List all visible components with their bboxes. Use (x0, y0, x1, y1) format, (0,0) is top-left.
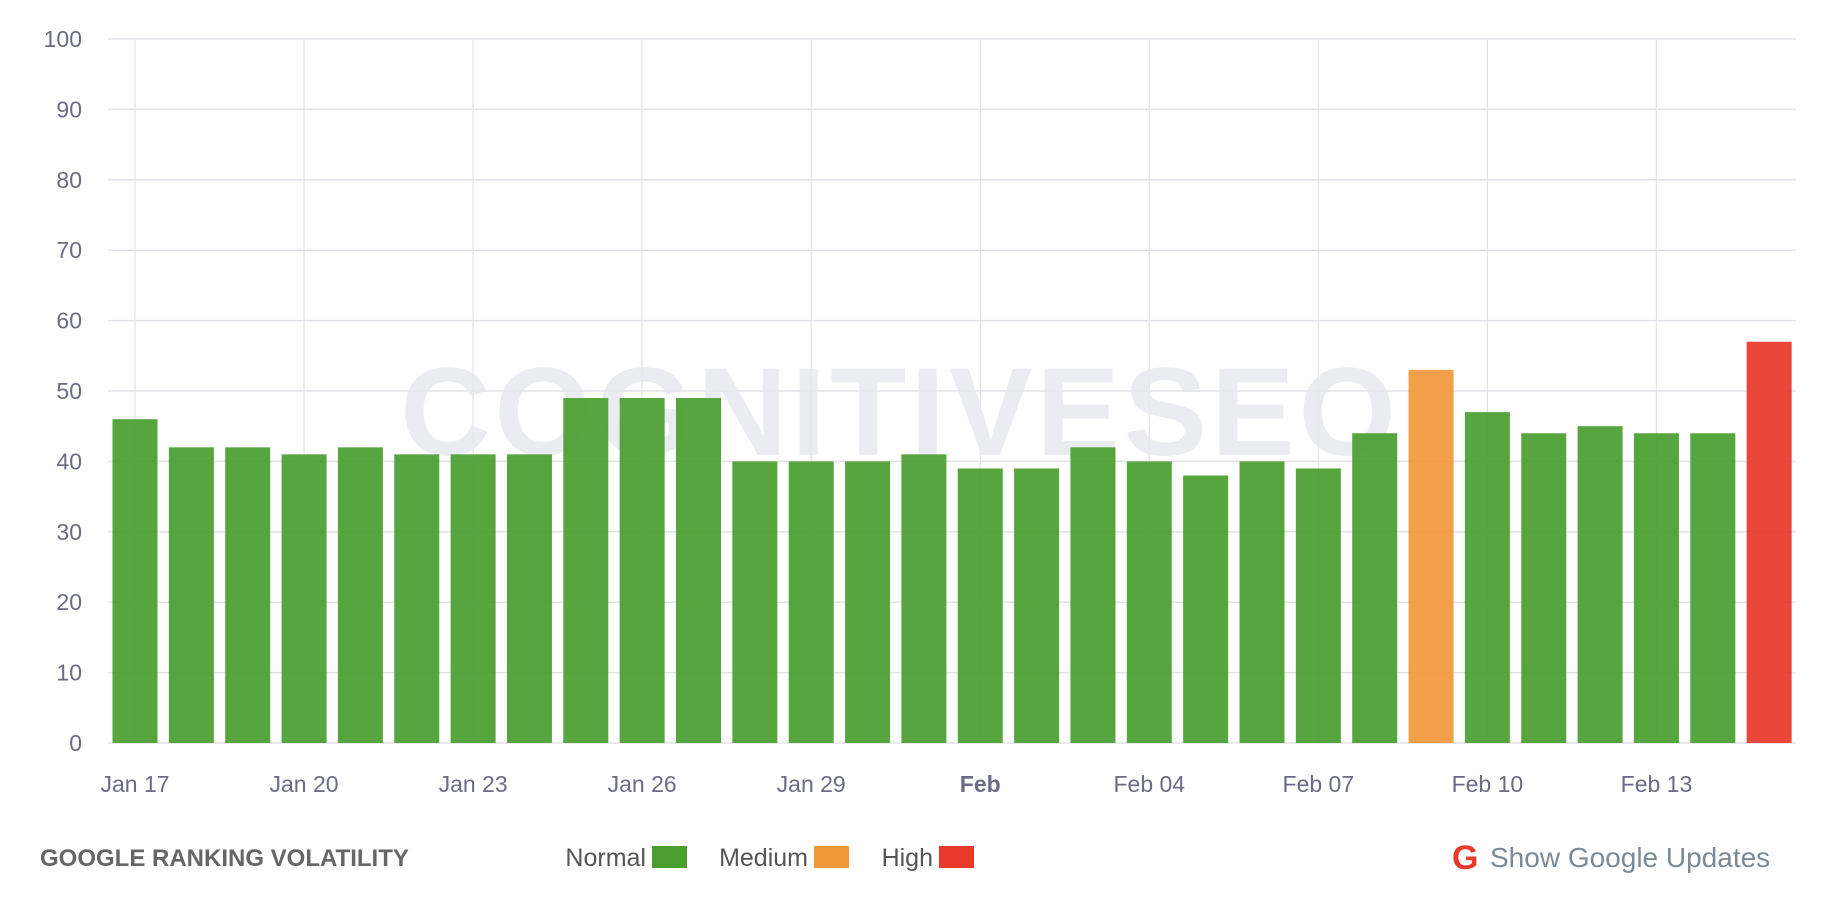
y-tick-label: 70 (56, 237, 82, 263)
bar-feb-15[interactable] (1746, 341, 1792, 743)
x-tick-label: Jan 26 (608, 771, 677, 797)
legend-item-normal[interactable]: Normal (565, 844, 687, 872)
bar-jan-22[interactable] (394, 454, 440, 743)
google-icon: G (1452, 839, 1478, 877)
y-tick-label: 30 (56, 519, 82, 545)
bar-feb-13[interactable] (1633, 433, 1679, 743)
x-tick-label: Feb 04 (1113, 771, 1185, 797)
bar-feb-11[interactable] (1521, 433, 1567, 743)
bar-feb-07[interactable] (1295, 468, 1341, 743)
bar-feb-09[interactable] (1408, 369, 1454, 743)
bar-jan-24[interactable] (506, 454, 552, 743)
x-tick-label: Jan 29 (777, 771, 846, 797)
bar-feb-03[interactable] (1070, 447, 1116, 743)
bar-jan-20[interactable] (281, 454, 327, 743)
bar-jan-21[interactable] (337, 447, 383, 743)
y-tick-label: 50 (56, 378, 82, 404)
x-tick-label: Feb 07 (1283, 771, 1355, 797)
chart-title: GOOGLE RANKING VOLATILITY (40, 845, 409, 872)
bar-jan-25[interactable] (563, 398, 609, 743)
bar-feb-01[interactable] (957, 468, 1003, 743)
bar-jan-17[interactable] (112, 419, 158, 743)
legend-label: High (882, 844, 933, 872)
y-tick-label: 40 (56, 448, 82, 474)
bar-jan-29[interactable] (788, 461, 834, 743)
bar-feb-14[interactable] (1690, 433, 1736, 743)
legend-item-medium[interactable]: Medium (719, 844, 849, 872)
bar-jan-31[interactable] (901, 454, 947, 743)
legend-swatch (652, 846, 687, 868)
bar-feb-08[interactable] (1352, 433, 1398, 743)
legend: Normal Medium High (565, 844, 974, 872)
bar-jan-30[interactable] (845, 461, 891, 743)
show-google-updates-button[interactable]: G Show Google Updates (1452, 839, 1770, 877)
y-tick-label: 60 (56, 308, 82, 334)
y-tick-label: 0 (69, 730, 82, 756)
x-tick-label: Feb 10 (1452, 771, 1524, 797)
x-tick-label: Feb (960, 771, 1001, 797)
bar-jan-28[interactable] (732, 461, 778, 743)
legend-label: Medium (719, 844, 808, 872)
legend-label: Normal (565, 844, 646, 872)
y-tick-label: 90 (56, 96, 82, 122)
bar-feb-02[interactable] (1014, 468, 1060, 743)
bar-jan-27[interactable] (676, 398, 721, 743)
bar-feb-12[interactable] (1577, 426, 1623, 743)
bar-feb-05[interactable] (1183, 475, 1229, 743)
y-tick-label: 20 (56, 589, 82, 615)
show-google-updates-label: Show Google Updates (1490, 842, 1770, 873)
y-tick-label: 100 (44, 26, 82, 52)
y-tick-label: 80 (56, 167, 82, 193)
y-tick-label: 10 (56, 660, 82, 686)
x-tick-label: Feb 13 (1621, 771, 1693, 797)
bar-jan-26[interactable] (619, 398, 665, 743)
bars (112, 341, 1792, 743)
bar-jan-23[interactable] (450, 454, 496, 743)
bar-jan-19[interactable] (225, 447, 271, 743)
bar-feb-06[interactable] (1239, 461, 1285, 743)
legend-swatch (939, 846, 974, 868)
bar-feb-04[interactable] (1126, 461, 1172, 743)
legend-swatch (814, 846, 849, 868)
bar-feb-10[interactable] (1464, 412, 1510, 743)
x-tick-label: Jan 23 (439, 771, 508, 797)
bar-jan-18[interactable] (168, 447, 214, 743)
y-axis: 0 10 20 30 40 50 60 70 80 90 100 (44, 26, 82, 756)
x-tick-label: Jan 20 (270, 771, 339, 797)
x-axis: Jan 17 Jan 20 Jan 23 Jan 26 Jan 29 Feb Feb 04 F… (100, 771, 1692, 797)
x-tick-label: Jan 17 (100, 771, 169, 797)
legend-item-high[interactable]: High (882, 844, 974, 872)
